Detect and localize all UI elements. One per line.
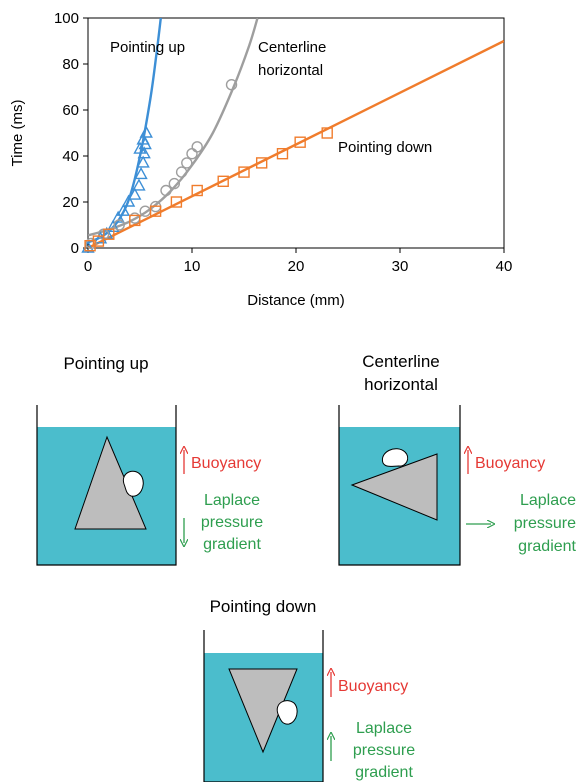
data-markers	[81, 78, 333, 253]
beaker-walls	[203, 630, 324, 782]
marker-square	[129, 214, 141, 227]
beaker-walls	[36, 405, 177, 566]
triangular-solid	[350, 453, 438, 521]
marker-triangle	[106, 219, 120, 233]
marker-triangle	[136, 132, 150, 145]
marker-circle	[85, 237, 97, 250]
y-tick-label: 100	[54, 10, 79, 27]
panel-title: Pointing down	[210, 597, 317, 616]
annotation-pointing-up: Pointing up	[110, 39, 185, 56]
marker-circle	[191, 141, 203, 153]
laplace-label-3: gradient	[355, 764, 413, 781]
marker-circle	[181, 157, 193, 169]
buoyancy-label: Buoyancy	[191, 455, 261, 472]
marker-triangle	[133, 141, 147, 154]
diagram-centerline-horizontal: Centerline horizontal Buoyancy Laplace p…	[338, 352, 577, 566]
marker-square	[294, 136, 306, 148]
marker-triangle	[128, 187, 142, 200]
laplace-label-3: gradient	[518, 538, 576, 555]
panel-title: Pointing up	[63, 354, 148, 373]
buoyancy-label: Buoyancy	[475, 455, 545, 472]
buoyancy-label: Buoyancy	[338, 678, 408, 695]
air-bubble	[276, 700, 298, 725]
x-tick-label: 10	[184, 258, 201, 275]
laplace-label-1: Laplace	[356, 720, 412, 737]
marker-triangle	[116, 203, 131, 216]
marker-circle	[225, 78, 238, 91]
y-tick-label: 60	[62, 102, 79, 119]
y-tick-label: 40	[62, 148, 79, 165]
annotation-horizontal: horizontal	[258, 62, 323, 79]
marker-triangle	[111, 210, 125, 223]
marker-circle	[175, 166, 188, 178]
marker-square	[255, 157, 268, 169]
marker-circle	[168, 177, 181, 190]
marker-square	[191, 184, 203, 197]
laplace-label-2: pressure	[353, 742, 415, 759]
marker-triangle	[132, 178, 146, 191]
diagram-pointing-down: Pointing down Buoyancy Laplace pressure …	[203, 597, 415, 782]
air-bubble	[122, 470, 144, 497]
marker-circle	[160, 184, 172, 197]
x-axis-label: Distance (mm)	[247, 292, 345, 309]
marker-square	[103, 228, 115, 240]
marker-square	[321, 127, 333, 139]
air-bubble	[381, 448, 409, 467]
annotation-centerline: Centerline	[258, 39, 326, 56]
laplace-label-2: pressure	[201, 514, 263, 531]
panel-title-line-2: horizontal	[364, 375, 438, 394]
fit-curve-2	[88, 39, 504, 248]
marker-triangle	[136, 155, 150, 168]
x-axis: 0 10 20 30 40	[84, 248, 513, 275]
laplace-label-1: Laplace	[204, 492, 260, 509]
y-axis: 0 20 40 60 80 100	[54, 10, 88, 257]
marker-triangle	[139, 125, 153, 138]
marker-square	[217, 175, 229, 188]
laplace-label-3: gradient	[203, 536, 261, 553]
x-tick-label: 40	[496, 258, 513, 275]
x-tick-label: 0	[84, 258, 92, 275]
marker-triangle	[134, 166, 148, 180]
marker-square	[92, 235, 105, 247]
marker-circle	[186, 147, 198, 160]
marker-triangle	[121, 194, 136, 207]
marker-square	[238, 166, 250, 178]
fit-curve-1	[88, 18, 259, 237]
diagram-pointing-up: Pointing up Buoyancy Laplace pressure gr…	[36, 354, 263, 566]
y-tick-label: 80	[62, 56, 79, 73]
marker-square	[276, 147, 289, 160]
marker-circle	[113, 219, 125, 231]
y-tick-label: 0	[71, 240, 79, 257]
annotation-pointing-down: Pointing down	[338, 139, 432, 156]
marker-square	[149, 205, 162, 217]
laplace-label-2: pressure	[514, 515, 576, 532]
y-axis-label: Time (ms)	[9, 100, 26, 167]
y-tick-label: 20	[62, 194, 79, 211]
beaker-walls	[338, 405, 461, 566]
laplace-label-1: Laplace	[520, 492, 576, 509]
x-tick-label: 30	[392, 258, 409, 275]
panel-title-line-1: Centerline	[362, 352, 440, 371]
chart: 0 20 40 60 80 100 0 10 20 30 40 Time (ms) Distanc…	[9, 10, 512, 309]
x-tick-label: 20	[288, 258, 305, 275]
marker-square	[170, 196, 183, 208]
